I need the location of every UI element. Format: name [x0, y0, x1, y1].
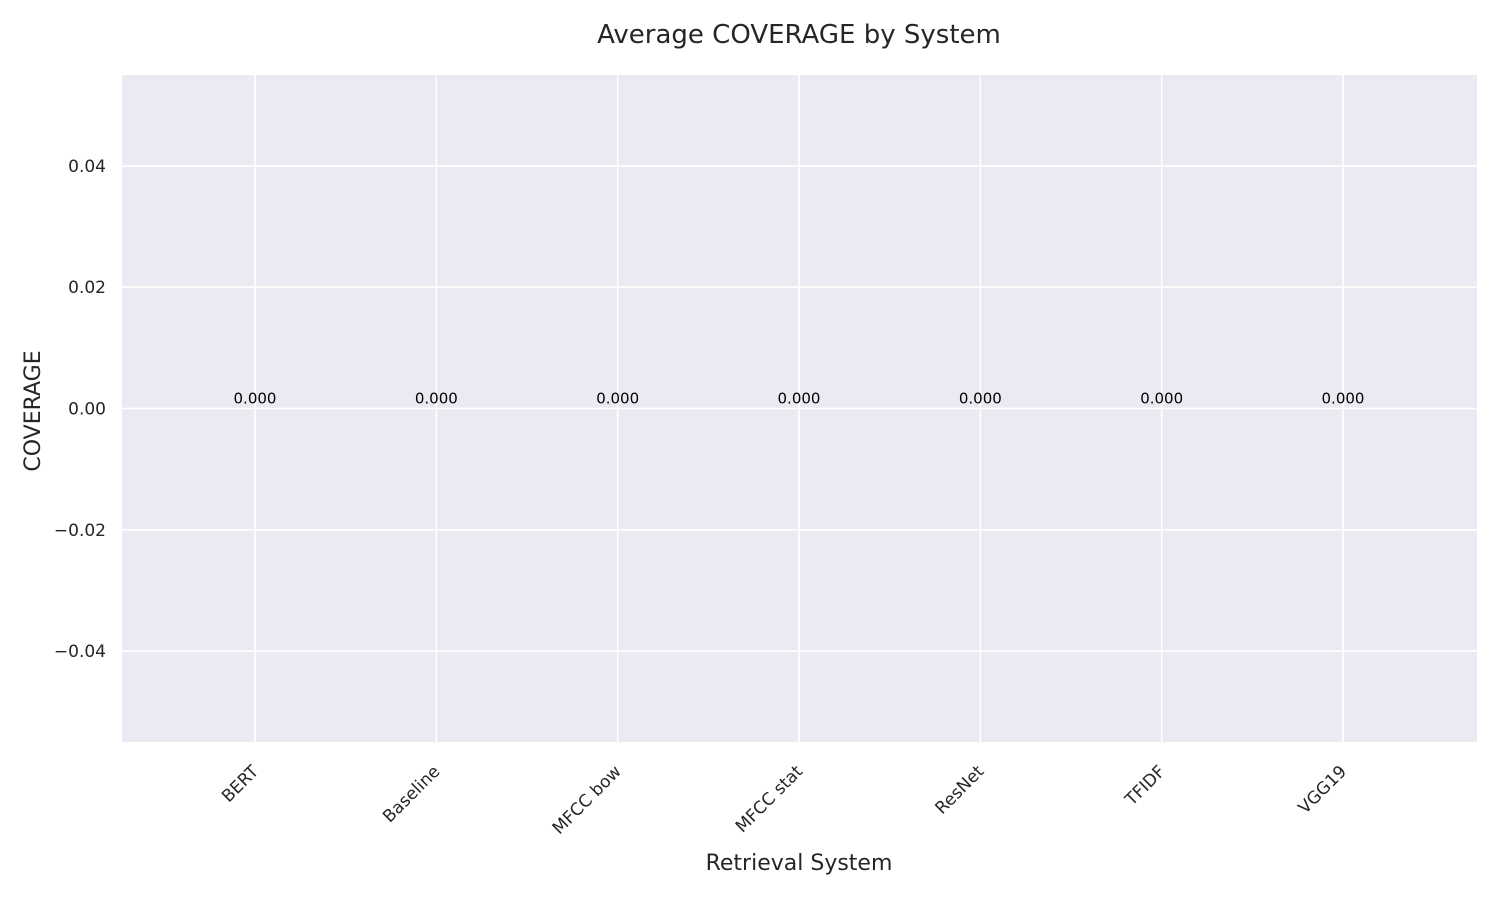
chart-title: Average COVERAGE by System	[597, 20, 1001, 50]
data-labels: 0.000 0.000 0.000 0.000 0.000 0.000 0.000	[234, 390, 1365, 408]
bar-value-label: 0.000	[959, 390, 1002, 408]
y-axis-label: COVERAGE	[21, 350, 46, 471]
x-tick-label: VGG19	[1295, 762, 1351, 818]
grid-lines	[122, 75, 1477, 742]
bar-value-label: 0.000	[234, 390, 277, 408]
bar-value-label: 0.000	[1140, 390, 1183, 408]
x-tick-label: TFIDF	[1121, 762, 1170, 811]
x-tick-label: MFCC bow	[549, 762, 626, 839]
y-tick-label: 0.00	[68, 400, 106, 420]
x-tick-label: MFCC stat	[732, 762, 807, 837]
x-tick-label: Baseline	[379, 762, 444, 827]
x-axis-label: Retrieval System	[706, 851, 893, 876]
y-tick-label: 0.02	[68, 278, 106, 298]
y-tick-label: −0.02	[54, 521, 106, 541]
bar-value-label: 0.000	[596, 390, 639, 408]
bar-value-label: 0.000	[778, 390, 821, 408]
x-tick-label: ResNet	[932, 762, 989, 819]
bar-value-label: 0.000	[415, 390, 458, 408]
y-tick-labels: −0.04 −0.02 0.00 0.02 0.04	[54, 157, 106, 662]
y-tick-label: −0.04	[54, 642, 106, 662]
x-tick-label: BERT	[218, 761, 263, 806]
bar-value-label: 0.000	[1322, 390, 1365, 408]
x-tick-labels: BERT Baseline MFCC bow MFCC stat ResNet TFIDF…	[218, 761, 1351, 838]
y-tick-label: 0.04	[68, 157, 106, 177]
